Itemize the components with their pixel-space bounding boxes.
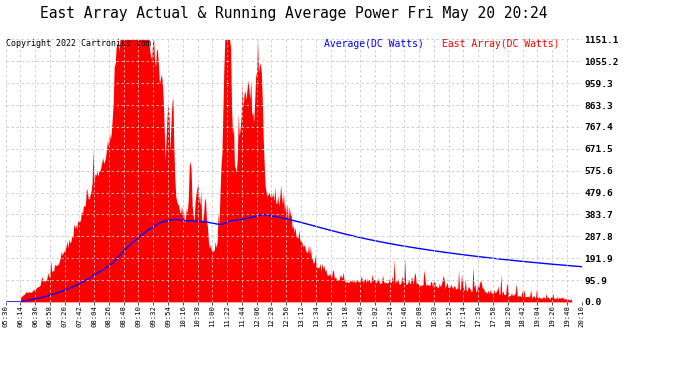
Text: East Array Actual & Running Average Power Fri May 20 20:24: East Array Actual & Running Average Powe… xyxy=(40,6,547,21)
Text: Copyright 2022 Cartronics.com: Copyright 2022 Cartronics.com xyxy=(6,39,150,48)
Text: Average(DC Watts): Average(DC Watts) xyxy=(324,39,424,50)
Text: East Array(DC Watts): East Array(DC Watts) xyxy=(442,39,559,50)
